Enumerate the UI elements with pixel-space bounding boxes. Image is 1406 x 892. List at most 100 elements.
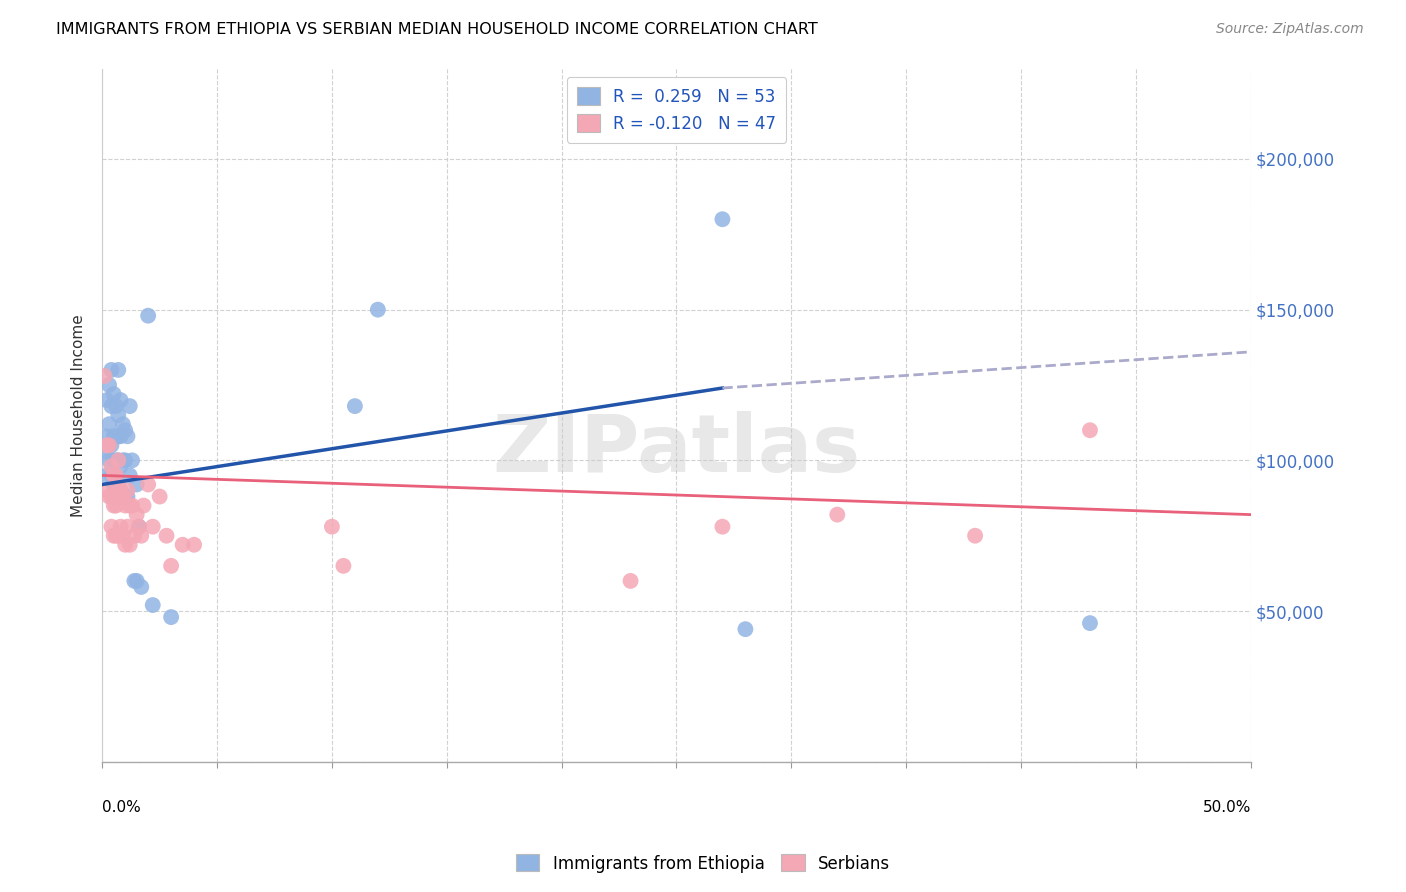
Point — [107, 429, 129, 443]
Point — [129, 580, 152, 594]
Point — [103, 453, 125, 467]
Point — [114, 423, 136, 437]
Point — [103, 499, 125, 513]
Point — [111, 417, 134, 432]
Point — [107, 453, 129, 467]
Point — [107, 529, 129, 543]
Point — [125, 477, 148, 491]
Point — [104, 399, 127, 413]
Point — [93, 444, 115, 458]
Point — [118, 538, 141, 552]
Point — [111, 453, 134, 467]
Point — [98, 438, 121, 452]
Point — [111, 490, 134, 504]
Point — [98, 490, 121, 504]
Point — [124, 574, 146, 588]
Point — [117, 519, 139, 533]
Point — [104, 529, 127, 543]
Point — [125, 574, 148, 588]
Point — [734, 622, 756, 636]
Point — [103, 490, 125, 504]
Point — [125, 508, 148, 522]
Y-axis label: Median Household Income: Median Household Income — [72, 314, 86, 516]
Point — [107, 408, 129, 422]
Point — [1078, 616, 1101, 631]
Point — [965, 529, 987, 543]
Point — [107, 363, 129, 377]
Text: 50.0%: 50.0% — [1202, 800, 1251, 815]
Point — [149, 490, 172, 504]
Point — [121, 499, 143, 513]
Point — [98, 453, 121, 467]
Point — [114, 453, 136, 467]
Point — [321, 519, 343, 533]
Point — [96, 429, 118, 443]
Point — [96, 483, 118, 498]
Point — [155, 529, 177, 543]
Point — [114, 538, 136, 552]
Point — [100, 363, 122, 377]
Point — [103, 468, 125, 483]
Legend: Immigrants from Ethiopia, Serbians: Immigrants from Ethiopia, Serbians — [509, 847, 897, 880]
Point — [142, 598, 165, 612]
Point — [104, 429, 127, 443]
Point — [103, 529, 125, 543]
Point — [110, 459, 132, 474]
Point — [104, 468, 127, 483]
Point — [128, 519, 150, 533]
Point — [110, 483, 132, 498]
Point — [110, 519, 132, 533]
Point — [114, 490, 136, 504]
Point — [93, 368, 115, 383]
Point — [111, 529, 134, 543]
Point — [711, 519, 734, 533]
Point — [619, 574, 641, 588]
Point — [136, 309, 159, 323]
Point — [114, 499, 136, 513]
Point — [117, 429, 139, 443]
Point — [100, 490, 122, 504]
Point — [96, 438, 118, 452]
Point — [107, 483, 129, 498]
Point — [98, 417, 121, 432]
Point — [103, 477, 125, 491]
Point — [100, 468, 122, 483]
Point — [136, 477, 159, 491]
Text: 0.0%: 0.0% — [103, 800, 141, 815]
Point — [129, 529, 152, 543]
Point — [160, 558, 183, 573]
Point — [367, 302, 389, 317]
Point — [103, 387, 125, 401]
Point — [332, 558, 354, 573]
Point — [117, 483, 139, 498]
Point — [183, 538, 205, 552]
Point — [100, 459, 122, 474]
Point — [100, 438, 122, 452]
Legend: R =  0.259   N = 53, R = -0.120   N = 47: R = 0.259 N = 53, R = -0.120 N = 47 — [567, 77, 786, 143]
Point — [110, 393, 132, 408]
Point — [142, 519, 165, 533]
Point — [107, 477, 129, 491]
Point — [118, 399, 141, 413]
Point — [107, 453, 129, 467]
Point — [110, 429, 132, 443]
Point — [711, 212, 734, 227]
Point — [117, 490, 139, 504]
Point — [100, 519, 122, 533]
Point — [104, 483, 127, 498]
Point — [111, 490, 134, 504]
Point — [110, 483, 132, 498]
Point — [103, 429, 125, 443]
Point — [104, 453, 127, 467]
Point — [118, 468, 141, 483]
Point — [128, 519, 150, 533]
Point — [96, 468, 118, 483]
Point — [827, 508, 849, 522]
Text: Source: ZipAtlas.com: Source: ZipAtlas.com — [1216, 22, 1364, 37]
Point — [172, 538, 194, 552]
Point — [104, 499, 127, 513]
Point — [1078, 423, 1101, 437]
Point — [100, 399, 122, 413]
Point — [96, 393, 118, 408]
Point — [98, 378, 121, 392]
